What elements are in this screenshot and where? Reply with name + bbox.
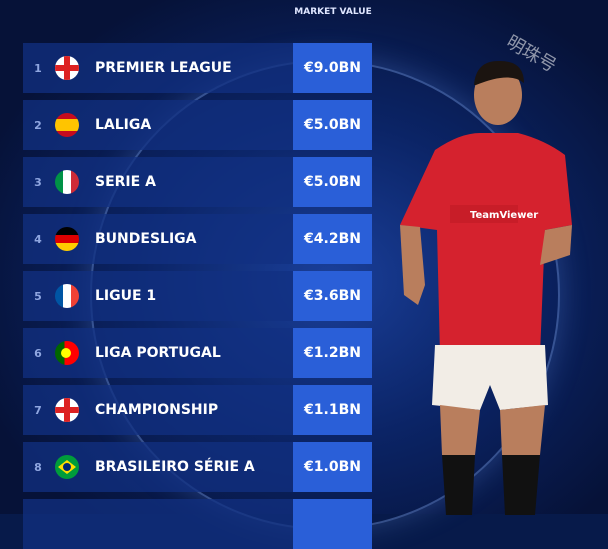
sponsor-logo <box>450 205 518 223</box>
rank-number: 4 <box>34 232 42 246</box>
market-value-box: €9.0BN <box>293 43 372 93</box>
league-name: PREMIER LEAGUE <box>95 60 232 76</box>
player-shorts <box>432 345 548 410</box>
rank-number: 8 <box>34 460 42 474</box>
league-row: 5 LIGUE 1 <box>23 271 293 321</box>
player-arm-right <box>540 225 572 265</box>
league-name: BUNDESLIGA <box>95 231 197 247</box>
league-row: 6 LIGA PORTUGAL <box>23 328 293 378</box>
italy-flag-icon <box>55 170 79 194</box>
market-value-box: €4.2BN <box>293 214 372 264</box>
player-photo: TeamViewer <box>400 60 572 515</box>
league-row: 1 PREMIER LEAGUE <box>23 43 293 93</box>
france-flag-icon <box>55 284 79 308</box>
league-name: SERIE A <box>95 174 156 190</box>
market-value-header: MARKET VALUE <box>294 7 372 17</box>
league-row: 3 SERIE A <box>23 157 293 207</box>
league-name: BRASILEIRO SÉRIE A <box>95 459 255 475</box>
player-socks <box>442 455 540 515</box>
rank-number: 3 <box>34 175 42 189</box>
league-name: LIGUE 1 <box>95 288 157 304</box>
rank-number: 7 <box>34 403 42 417</box>
germany-flag-icon <box>55 227 79 251</box>
league-row: 2 LALIGA <box>23 100 293 150</box>
market-value-box: €5.0BN <box>293 157 372 207</box>
market-value-box: €1.1BN <box>293 385 372 435</box>
rank-number: 5 <box>34 289 42 303</box>
league-name: LIGA PORTUGAL <box>95 345 221 361</box>
portugal-flag-icon <box>55 341 79 365</box>
rank-number: 6 <box>34 346 42 360</box>
england-flag-icon <box>55 398 79 422</box>
league-row: 8 BRASILEIRO SÉRIE A <box>23 442 293 492</box>
league-name: LALIGA <box>95 117 152 133</box>
sponsor-text: TeamViewer <box>470 210 538 221</box>
player-shirt <box>400 133 572 355</box>
market-value-box: €1.2BN <box>293 328 372 378</box>
spain-flag-icon <box>55 113 79 137</box>
player-arm-left <box>400 225 425 305</box>
market-value-box-partial <box>293 499 372 549</box>
league-row: 4 BUNDESLIGA <box>23 214 293 264</box>
league-row: 7 CHAMPIONSHIP <box>23 385 293 435</box>
brazil-flag-icon <box>55 455 79 479</box>
league-row-partial <box>23 499 293 549</box>
player-legs <box>440 405 545 455</box>
market-value-box: €1.0BN <box>293 442 372 492</box>
market-value-box: €5.0BN <box>293 100 372 150</box>
rank-number: 2 <box>34 118 42 132</box>
player-hair <box>474 60 524 85</box>
england-flag-icon <box>55 56 79 80</box>
market-value-box: €3.6BN <box>293 271 372 321</box>
rank-number: 1 <box>34 61 42 75</box>
league-name: CHAMPIONSHIP <box>95 402 219 418</box>
